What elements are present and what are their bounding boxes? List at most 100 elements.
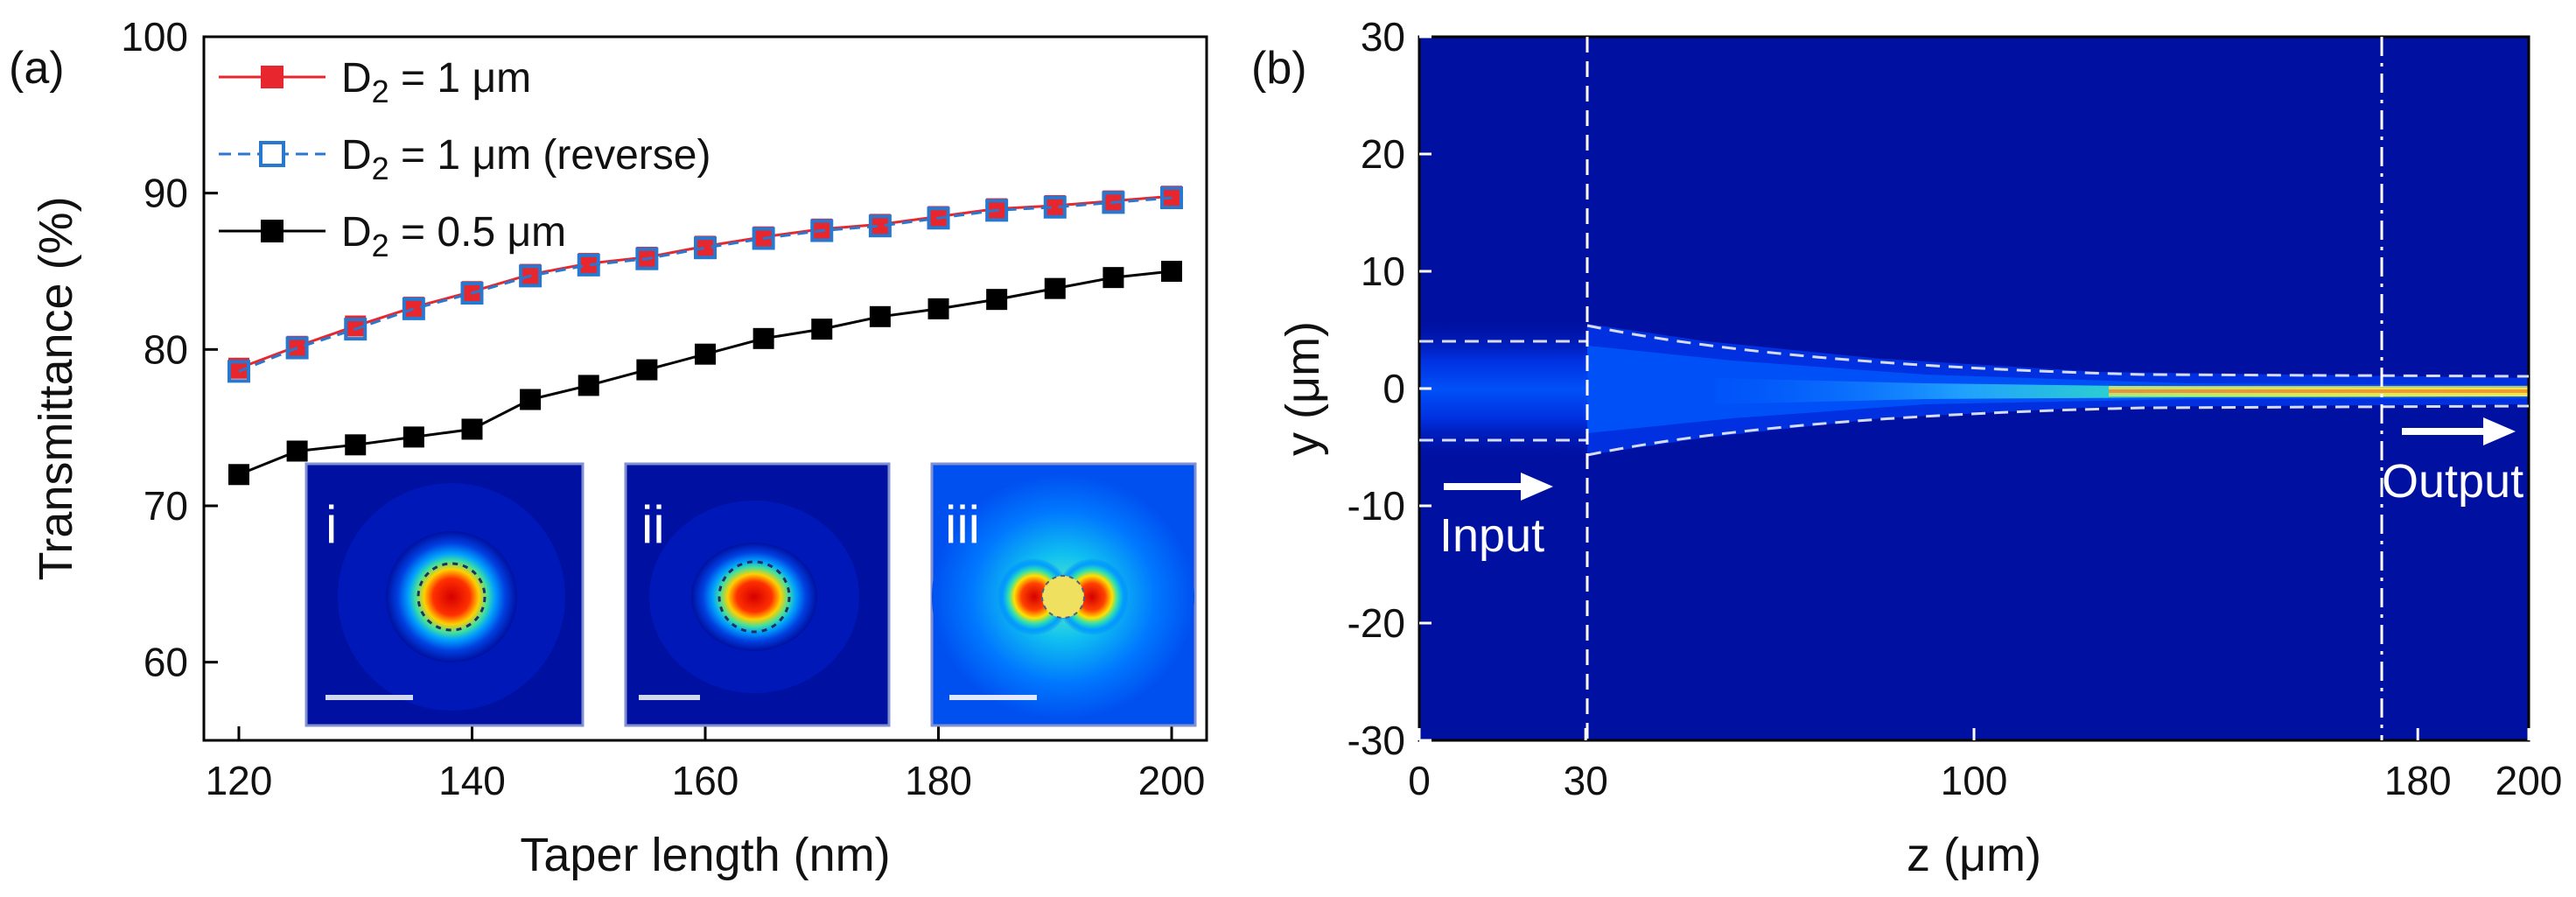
data-point xyxy=(402,297,425,320)
data-point xyxy=(520,389,542,410)
legend-label-d2-1um-sub: 2 xyxy=(372,74,389,109)
legend-label-d2-0.5um-main: D xyxy=(341,209,372,256)
b-xtick-label: 100 xyxy=(1941,758,2008,803)
panel-b-heatmap xyxy=(1419,37,2529,740)
data-point xyxy=(752,227,775,250)
data-point xyxy=(577,253,600,277)
data-point xyxy=(811,319,833,340)
panel-a-xlabel: Taper length (nm) xyxy=(520,829,890,881)
a-ytick-label: 90 xyxy=(144,171,188,216)
data-point xyxy=(1161,261,1183,282)
b-ytick-label: -20 xyxy=(1348,600,1405,646)
legend-entry-d2-0.5um: D2 = 0.5 μm xyxy=(219,209,566,263)
data-point xyxy=(928,298,949,319)
data-point xyxy=(578,375,599,396)
a-xtick-label: 160 xyxy=(672,758,739,803)
legend-label-d2-1um-reverse-main: D xyxy=(341,132,372,179)
data-point xyxy=(344,318,368,341)
data-point xyxy=(927,207,950,230)
inset-iii: iii xyxy=(930,462,1197,727)
data-point xyxy=(1043,195,1067,219)
b-ytick-label: 0 xyxy=(1382,366,1405,411)
panel-b-letter: (b) xyxy=(1251,43,1307,94)
b-ytick-label: -10 xyxy=(1348,483,1405,529)
b-xtick-label: 180 xyxy=(2384,758,2452,803)
data-point xyxy=(869,305,891,327)
inset-iii-lobe-right xyxy=(1055,558,1129,635)
b-ytick-label: 20 xyxy=(1361,131,1405,177)
data-point xyxy=(227,360,250,383)
b-xtick-label: 200 xyxy=(2496,758,2563,803)
inset-i: i xyxy=(304,462,584,727)
data-point xyxy=(868,214,892,238)
series-line xyxy=(238,270,1172,476)
b-ytick-label: 10 xyxy=(1361,249,1405,294)
data-point xyxy=(752,327,774,349)
inset-i-mode xyxy=(386,531,517,662)
a-ytick-label: 100 xyxy=(121,14,188,60)
input-arrow xyxy=(1444,473,1553,501)
a-ytick-label: 80 xyxy=(144,326,188,372)
inset-iii-lobe-left xyxy=(998,558,1071,635)
data-point xyxy=(985,199,1009,222)
series-line xyxy=(238,196,1172,373)
data-point xyxy=(1044,277,1066,299)
svg-text:D2 = 1 μm: D2 = 1 μm xyxy=(341,55,531,109)
a-xtick-label: 140 xyxy=(438,758,506,803)
data-point xyxy=(402,426,424,448)
legend-entry-d2-1um: D2 = 1 μm xyxy=(219,55,531,109)
inset-ii: ii xyxy=(624,462,891,727)
a-ytick-label: 70 xyxy=(144,483,188,529)
data-point xyxy=(694,236,717,260)
inset-i-label: i xyxy=(326,495,337,554)
svg-text:D2 = 1 μm (reverse): D2 = 1 μm (reverse) xyxy=(341,132,710,186)
data-point xyxy=(1102,267,1124,289)
panel-a-letter: (a) xyxy=(9,43,65,94)
b-xtick-label: 30 xyxy=(1564,758,1608,803)
data-point xyxy=(228,464,249,486)
panel-a-axes: 120 140 160 180 200 60 70 80 90 100 xyxy=(121,14,1208,803)
data-point xyxy=(519,264,542,288)
data-point xyxy=(635,247,659,270)
legend-label-d2-1um-main: D xyxy=(341,55,372,102)
data-point xyxy=(460,282,484,305)
a-xtick-label: 200 xyxy=(1138,758,1206,803)
output-arrow xyxy=(2402,417,2516,445)
panel-a-series xyxy=(227,186,1184,486)
legend-entry-d2-1um-reverse: D2 = 1 μm (reverse) xyxy=(219,132,710,186)
data-point xyxy=(461,418,483,440)
data-point xyxy=(695,343,716,365)
b-ytick-label: -30 xyxy=(1348,718,1405,763)
data-point xyxy=(986,289,1008,311)
inset-ii-mode xyxy=(691,543,817,651)
a-ytick-label: 60 xyxy=(144,640,188,685)
panel-b-ylabel: y (μm) xyxy=(1277,321,1329,456)
data-point xyxy=(1102,191,1125,214)
panel-a-legend: D2 = 1 μm D2 = 1 μm (reverse) D2 = 0.5 μ… xyxy=(219,55,710,263)
b-xtick-label: 0 xyxy=(1408,758,1431,803)
panel-b-xlabel: z (μm) xyxy=(1907,829,2041,881)
data-point xyxy=(810,219,834,242)
legend-label-d2-1um-reverse-rest: = 1 μm (reverse) xyxy=(389,132,711,179)
inset-ii-label: ii xyxy=(641,495,665,554)
panel-a-ticks: 120 140 160 180 200 60 70 80 90 100 xyxy=(121,14,1205,803)
waveguide-outline xyxy=(1419,324,2530,457)
data-point xyxy=(636,359,658,381)
data-point xyxy=(345,434,367,456)
data-point xyxy=(286,440,308,462)
input-label: Input xyxy=(1439,509,1544,562)
legend-label-d2-0.5um-sub: 2 xyxy=(372,228,389,263)
inset-iii-label: iii xyxy=(945,495,980,554)
output-label: Output xyxy=(2382,455,2524,508)
a-xtick-label: 120 xyxy=(206,758,273,803)
svg-text:D2 = 0.5 μm: D2 = 0.5 μm xyxy=(341,209,566,263)
legend-label-d2-0.5um-rest: = 0.5 μm xyxy=(389,209,566,256)
panel-a-ylabel: Transmittance (%) xyxy=(30,196,82,580)
series-line xyxy=(238,194,1172,370)
data-point xyxy=(285,336,309,360)
legend-label-d2-1um-reverse-sub: 2 xyxy=(372,151,389,186)
b-ytick-label: 30 xyxy=(1361,14,1405,60)
a-xtick-label: 180 xyxy=(905,758,972,803)
